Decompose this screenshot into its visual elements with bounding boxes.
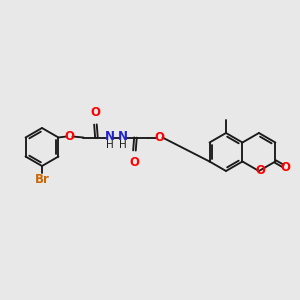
Text: O: O — [281, 161, 291, 174]
Text: O: O — [130, 155, 140, 169]
Text: N: N — [104, 130, 115, 143]
Text: H: H — [118, 140, 126, 151]
Text: O: O — [154, 131, 164, 144]
Text: N: N — [118, 130, 128, 143]
Text: H: H — [106, 140, 113, 151]
Text: O: O — [64, 130, 74, 143]
Text: O: O — [255, 164, 265, 178]
Text: O: O — [91, 106, 100, 119]
Text: Br: Br — [34, 173, 50, 186]
